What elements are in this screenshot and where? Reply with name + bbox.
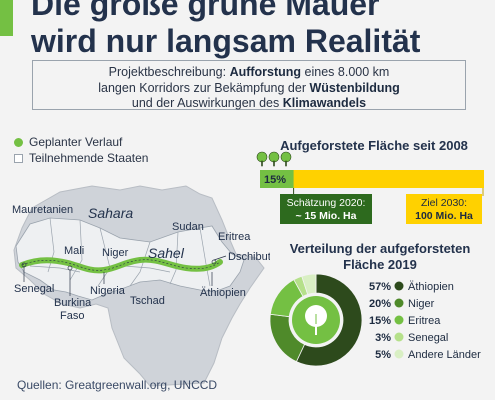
route-dash: [21, 259, 221, 271]
desc-bold-climate: Klimawandels: [282, 96, 367, 110]
legend-swatch-3: [394, 332, 404, 342]
label-eritrea: Eritrea: [218, 231, 251, 243]
map-pointers: [21, 255, 227, 296]
legend-swatch-1: [394, 298, 404, 308]
progress-percent-label: 15%: [264, 174, 286, 186]
legend-label-1: Niger: [408, 298, 435, 310]
donut-title: Verteilung der aufgeforsteten Fläche 201…: [270, 241, 490, 273]
progress-title: Aufgeforstete Fläche seit 2008: [280, 138, 468, 153]
page-title: Die große grüne Mauer wird nur langsam R…: [31, 0, 491, 60]
legend-item-states: Teilnehmende Staaten: [14, 150, 148, 166]
legend-item-planned: Geplanter Verlauf: [14, 134, 148, 150]
donut-slice-0: [295, 273, 363, 367]
label-faso: Faso: [60, 310, 84, 322]
label-dschibuti: Dschibuti: [228, 251, 270, 263]
legend-value-4: 5%: [375, 349, 391, 361]
estimate-value: ~ 15 Mio. Ha: [296, 210, 357, 222]
accent-bar: [0, 0, 13, 36]
legend-label-3: Senegal: [408, 332, 448, 344]
progress-bar: [260, 170, 294, 188]
legend-label-0: Äthiopien: [408, 281, 454, 293]
donut-legend: 57% Äthiopien 20% Niger 15% Eritrea 3% Senegal 5…: [369, 281, 481, 361]
legend-label-2: Eritrea: [408, 315, 441, 327]
desc-text: Projektbeschreibung:: [108, 65, 230, 79]
label-mauretanien: Mauretanien: [12, 204, 73, 216]
legend-value-1: 20%: [369, 298, 391, 310]
label-tschad: Tschad: [130, 295, 165, 307]
goal-label: Ziel 2030:: [421, 197, 467, 209]
legend-label-4: Andere Länder: [408, 349, 481, 361]
progress-chart: 15% Schätzung 2020: ~ 15 Mio. Ha Ziel 20…: [256, 151, 484, 224]
outline-square-icon: [14, 153, 23, 163]
label-sahara: Sahara: [88, 205, 133, 221]
label-mali: Mali: [64, 245, 84, 257]
label-nigeria: Nigeria: [90, 285, 126, 297]
goal-callout: [406, 194, 482, 224]
desc-bold-desertification: Wüstenbildung: [309, 80, 400, 95]
title-line-1: Die große grüne Mauer: [31, 0, 380, 22]
desc-text: eines 8.000 km: [301, 65, 390, 79]
legend-swatch-2: [394, 315, 404, 325]
green-dot-icon: [14, 137, 23, 147]
goal-bar: [260, 170, 484, 188]
legend-value-0: 57%: [369, 281, 391, 293]
title-line-2: wird nur langsam Realität: [31, 23, 421, 59]
estimate-label: Schätzung 2020:: [287, 197, 366, 209]
label-senegal: Senegal: [14, 283, 54, 295]
label-sudan: Sudan: [172, 221, 204, 233]
map-legend: Geplanter Verlauf Teilnehmende Staaten: [14, 134, 148, 166]
africa-map: Sahara Sahel Mauretanien Mali Niger Suda…: [12, 185, 270, 387]
donut-chart: [269, 273, 363, 367]
label-sahel: Sahel: [148, 245, 185, 261]
legend-value-3: 3%: [375, 332, 391, 344]
legend-swatch-4: [394, 349, 404, 359]
legend-swatch-0: [394, 281, 404, 291]
estimate-callout: [280, 194, 372, 224]
map-labels: Sahara Sahel Mauretanien Mali Niger Suda…: [12, 204, 270, 322]
desc-text: langen Korridors zur Bekämpfung der: [98, 80, 310, 95]
project-description: Projektbeschreibung: Aufforstung eines 8…: [32, 60, 466, 110]
label-burkina: Burkina: [54, 297, 92, 309]
donut-title-line-2: Fläche 2019: [343, 257, 417, 272]
country-borders: [29, 217, 211, 287]
desc-bold-afforestation: Aufforstung: [229, 65, 302, 79]
label-aethiopien: Äthiopien: [200, 287, 246, 299]
donut-slice-4: [301, 273, 317, 295]
source-note: Quellen: Greatgreenwall.org, UNCCD: [17, 378, 218, 392]
donut-title-line-1: Verteilung der aufgeforsteten: [289, 241, 471, 256]
desc-text: und der Auswirkungen des: [131, 96, 283, 110]
legend-label: Geplanter Verlauf: [29, 135, 123, 149]
goal-value: 100 Mio. Ha: [415, 210, 473, 222]
tree-icons: [256, 151, 292, 167]
tree-icon: [305, 305, 327, 335]
legend-value-2: 15%: [369, 315, 391, 327]
label-niger: Niger: [102, 247, 129, 259]
legend-label: Teilnehmende Staaten: [29, 151, 149, 165]
